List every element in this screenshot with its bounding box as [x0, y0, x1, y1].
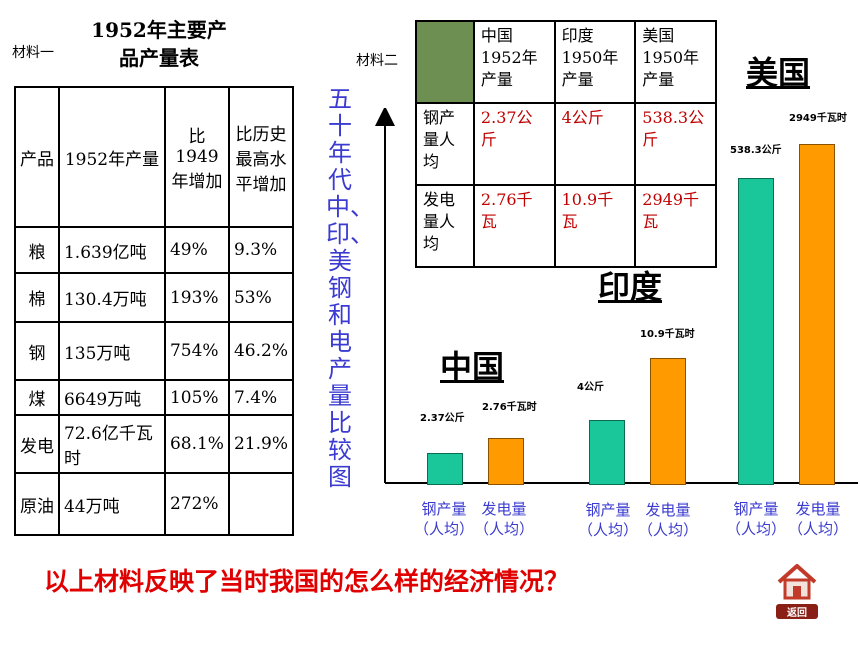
- value-cell: 10.9千瓦: [553, 184, 637, 268]
- material1-title-line2: 品产量表: [119, 46, 199, 70]
- xlabel-line: （人均）: [413, 520, 474, 538]
- value-cell: 44万吨: [57, 472, 166, 536]
- xlabel-india-steel: 钢产量 （人均）: [576, 500, 640, 540]
- bar-usa-power: [799, 144, 835, 485]
- value-china-steel: 2.37公斤: [420, 413, 465, 424]
- value-cell: 72.6亿千瓦时: [57, 414, 166, 475]
- country-label-usa: 美国: [746, 54, 811, 92]
- value-cell: [227, 472, 295, 536]
- header-vs-1949: 比1949年增加: [163, 85, 230, 229]
- value-cell: 105%: [163, 379, 230, 417]
- bar-usa-steel: [738, 178, 774, 485]
- table-row: 发电量人均 2.76千瓦 10.9千瓦 2949千瓦: [415, 184, 717, 268]
- header-product: 产品: [14, 85, 60, 229]
- header-china: 中国1952年产量: [472, 20, 556, 104]
- table-row: 煤 6649万吨 105% 7.4%: [14, 379, 295, 417]
- product-cell: 煤: [14, 379, 60, 417]
- xlabel-line: 发电量: [795, 500, 841, 518]
- value-cell: 46.2%: [227, 321, 295, 382]
- value-cell: 1.639亿吨: [57, 226, 166, 274]
- value-cell: 754%: [163, 321, 230, 382]
- question-text: 以上材料反映了当时我国的怎么样的经济情况？: [44, 567, 570, 596]
- value-usa-steel: 538.3公斤: [730, 145, 782, 156]
- xlabel-china-power: 发电量 （人均）: [472, 499, 536, 539]
- header-vs-record: 比历史最高水平增加: [227, 85, 295, 229]
- value-cell: 68.1%: [163, 414, 230, 475]
- production-table-1952: 产品 1952年产量 比1949年增加 比历史最高水平增加 粮 1.639亿吨 49…: [14, 85, 295, 536]
- value-cell: 135万吨: [57, 321, 166, 382]
- material1-title: 1952年主要产 品产量表: [64, 16, 254, 72]
- value-cell: 2.37公斤: [472, 102, 556, 186]
- header-output: 1952年产量: [57, 85, 166, 229]
- country-label-china: 中国: [440, 348, 505, 386]
- xlabel-line: （人均）: [637, 521, 698, 539]
- xlabel-line: 钢产量: [733, 500, 779, 518]
- row-label: 钢产量人均: [415, 102, 475, 186]
- comparison-table: 中国1952年产量 印度1950年产量 美国1950年产量 钢产量人均 2.37公…: [415, 20, 717, 268]
- xlabel-china-steel: 钢产量 （人均）: [412, 499, 476, 539]
- material1-title-line1: 1952年主要产: [91, 18, 227, 42]
- product-cell: 钢: [14, 321, 60, 382]
- material1-label: 材料一: [12, 45, 54, 61]
- value-cell: 272%: [163, 472, 230, 536]
- xlabel-line: 发电量: [645, 501, 691, 519]
- xlabel-india-power: 发电量 （人均）: [636, 500, 700, 540]
- table-corner-image: [415, 20, 475, 104]
- value-cell: 2949千瓦: [634, 184, 717, 268]
- table-row: 粮 1.639亿吨 49% 9.3%: [14, 226, 295, 274]
- value-india-steel: 4公斤: [577, 382, 604, 393]
- xlabel-line: （人均）: [473, 520, 534, 538]
- home-button-label: 返回: [776, 604, 818, 619]
- value-cell: 130.4万吨: [57, 271, 166, 324]
- product-cell: 原油: [14, 472, 60, 536]
- home-button[interactable]: 返回: [776, 562, 818, 619]
- xlabel-line: （人均）: [577, 521, 638, 539]
- xlabel-line: （人均）: [787, 520, 848, 538]
- product-cell: 发电: [14, 414, 60, 475]
- value-cell: 7.4%: [227, 379, 295, 417]
- value-cell: 538.3公斤: [634, 102, 717, 186]
- xlabel-line: （人均）: [725, 520, 786, 538]
- xlabel-line: 发电量: [481, 500, 527, 518]
- xlabel-line: 钢产量: [585, 501, 631, 519]
- value-cell: 4公斤: [553, 102, 637, 186]
- xlabel-usa-power: 发电量 （人均）: [786, 499, 850, 539]
- bar-china-steel: [427, 453, 463, 485]
- value-cell: 49%: [163, 226, 230, 274]
- row-label: 发电量人均: [415, 184, 475, 268]
- table-row: 发电 72.6亿千瓦时 68.1% 21.9%: [14, 414, 295, 475]
- value-cell: 9.3%: [227, 226, 295, 274]
- value-cell: 21.9%: [227, 414, 295, 475]
- value-cell: 53%: [227, 271, 295, 324]
- material2-label: 材料二: [356, 53, 398, 69]
- bar-india-power: [650, 358, 686, 485]
- house-icon: [777, 564, 817, 600]
- country-label-india: 印度: [598, 268, 663, 306]
- header-usa: 美国1950年产量: [634, 20, 717, 104]
- table-row: 棉 130.4万吨 193% 53%: [14, 271, 295, 324]
- chart-vertical-title: 五十年代中、印、美钢和电产量比较图: [326, 85, 374, 491]
- value-cell: 6649万吨: [57, 379, 166, 417]
- product-cell: 粮: [14, 226, 60, 274]
- value-china-power: 2.76千瓦时: [482, 402, 537, 413]
- value-cell: 193%: [163, 271, 230, 324]
- table-row: 钢产量人均 2.37公斤 4公斤 538.3公斤: [415, 102, 717, 186]
- bar-china-power: [488, 438, 524, 485]
- value-usa-power: 2949千瓦时: [789, 113, 847, 124]
- xlabel-usa-steel: 钢产量 （人均）: [724, 499, 788, 539]
- product-cell: 棉: [14, 271, 60, 324]
- bar-india-steel: [589, 420, 625, 485]
- header-india: 印度1950年产量: [553, 20, 637, 104]
- value-india-power: 10.9千瓦时: [640, 329, 695, 340]
- table-row: 原油 44万吨 272%: [14, 472, 295, 536]
- value-cell: 2.76千瓦: [472, 184, 556, 268]
- table-row: 钢 135万吨 754% 46.2%: [14, 321, 295, 382]
- xlabel-line: 钢产量: [421, 500, 467, 518]
